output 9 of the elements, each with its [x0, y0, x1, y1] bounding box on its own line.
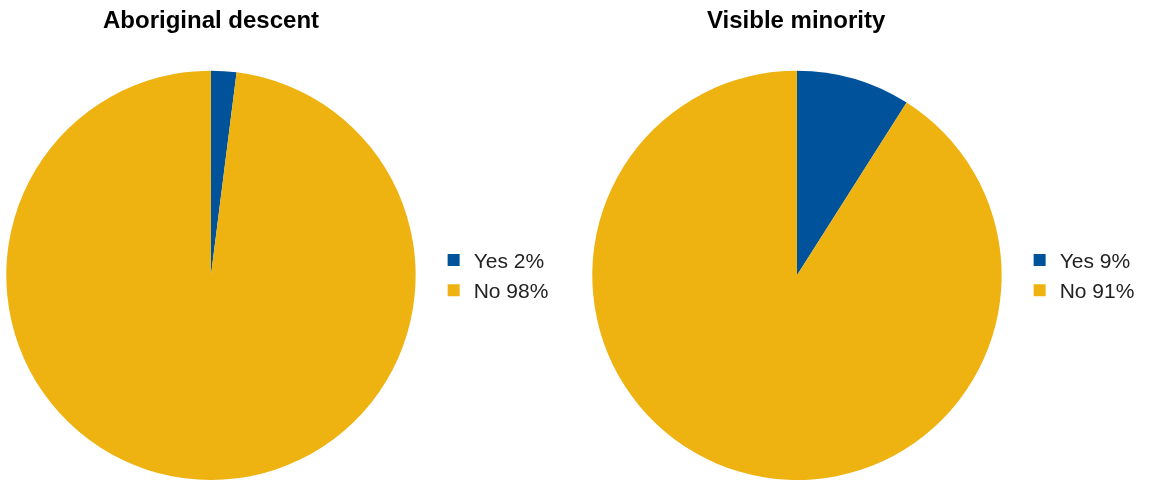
- legend-label: Yes 2%: [473, 249, 545, 273]
- legend-label: No 91%: [1059, 279, 1135, 303]
- legend-label: Yes 9%: [1059, 249, 1131, 273]
- chart-title: Visible minority: [707, 6, 886, 33]
- pie-slice: [592, 70, 1002, 480]
- legend-label: No 98%: [473, 279, 549, 303]
- chart-title: Aboriginal descent: [103, 6, 320, 33]
- pie-slice: [796, 70, 907, 276]
- pie-slice: [6, 70, 416, 480]
